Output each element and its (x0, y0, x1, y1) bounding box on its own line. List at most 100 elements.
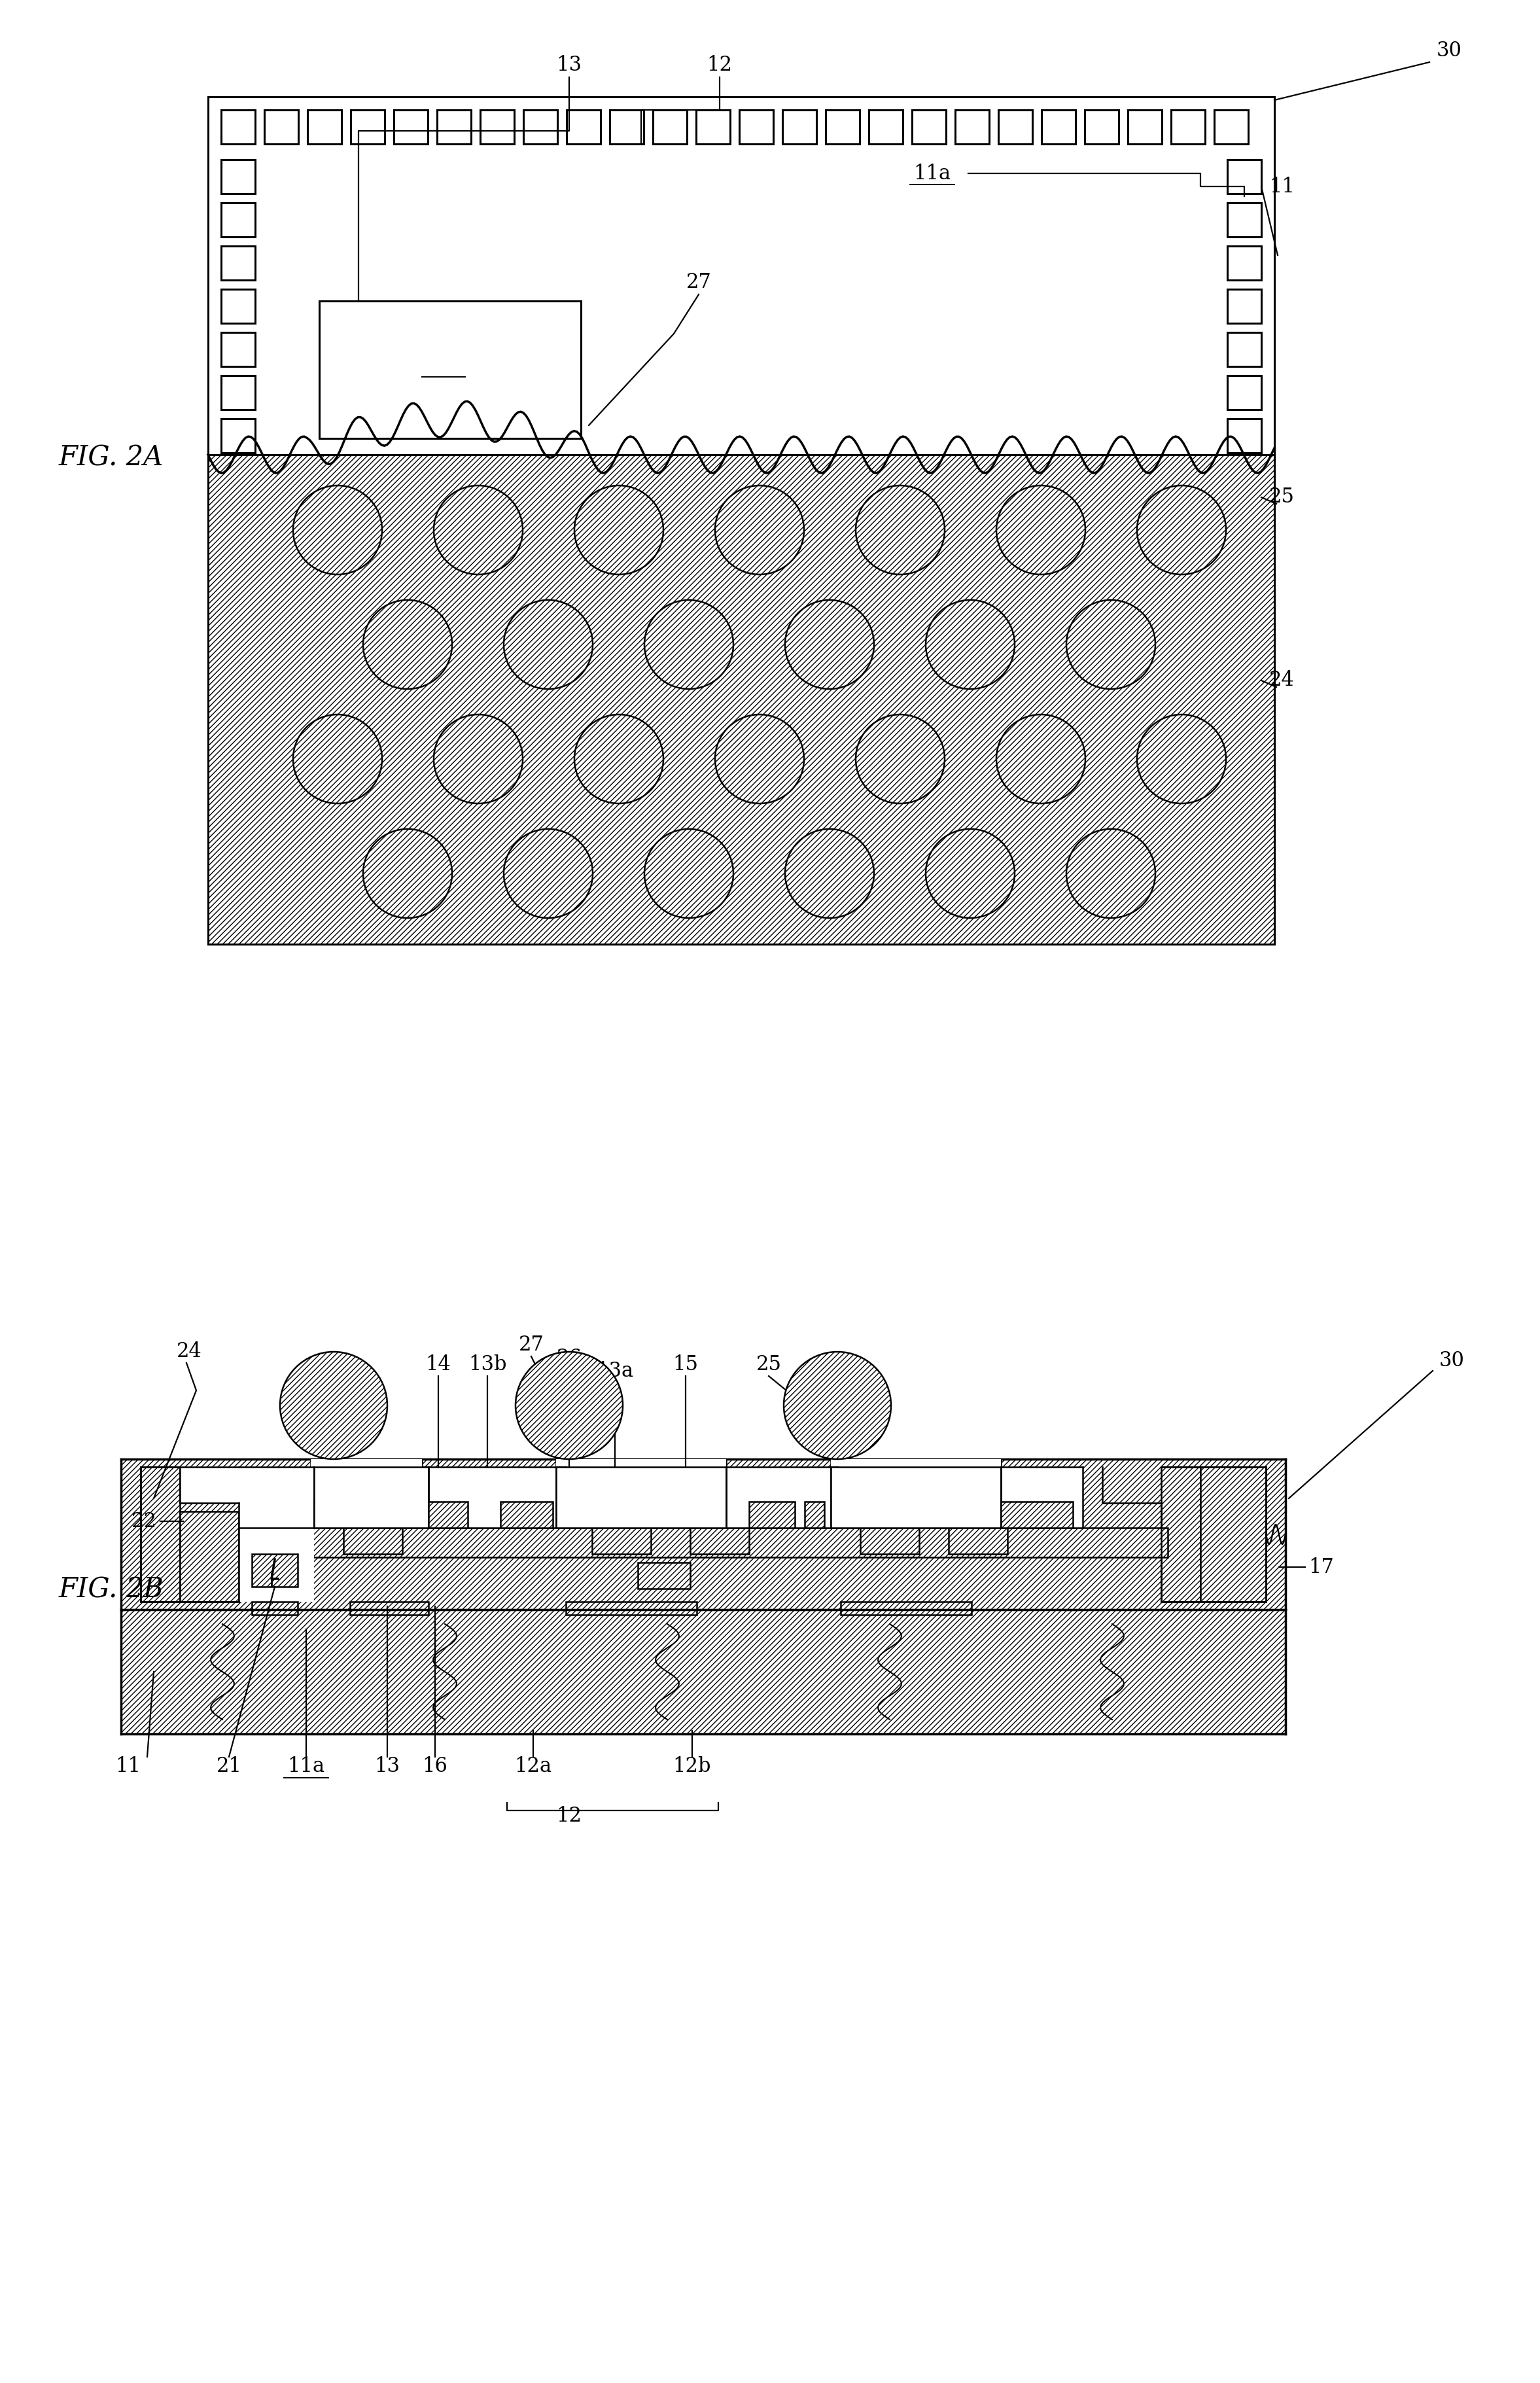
Bar (696, 110, 730, 143)
Bar (832, 1458, 1001, 1499)
Text: 25: 25 (1269, 486, 1295, 508)
Bar (122, 1458, 1286, 1609)
Circle shape (785, 829, 875, 917)
Bar (567, 110, 601, 143)
Bar (314, 1468, 428, 1528)
Circle shape (926, 829, 1015, 917)
Bar (1161, 1468, 1201, 1601)
Bar (690, 1528, 748, 1554)
Bar (253, 1554, 297, 1587)
Text: 27: 27 (519, 1334, 544, 1356)
Bar (222, 377, 256, 410)
Text: 13b: 13b (425, 357, 462, 377)
Bar (949, 1528, 1007, 1554)
Bar (1227, 331, 1261, 367)
Circle shape (363, 829, 453, 917)
Bar (314, 1468, 428, 1528)
Bar (343, 1528, 402, 1554)
Bar (805, 1501, 824, 1528)
Bar (319, 300, 581, 438)
Bar (222, 110, 256, 143)
Circle shape (785, 601, 875, 689)
Bar (239, 1468, 314, 1601)
Circle shape (1137, 486, 1226, 574)
Circle shape (1066, 829, 1155, 917)
Bar (122, 1609, 1286, 1735)
Bar (351, 110, 385, 143)
Bar (180, 1468, 239, 1504)
Bar (1161, 1468, 1201, 1601)
Circle shape (504, 601, 593, 689)
Bar (308, 110, 342, 143)
Circle shape (504, 829, 593, 917)
Text: 11a: 11a (288, 1756, 325, 1778)
Text: 12: 12 (707, 55, 733, 76)
Bar (208, 455, 1275, 944)
Bar (841, 1601, 972, 1616)
Bar (556, 1458, 727, 1499)
Text: FIG. 2B: FIG. 2B (59, 1575, 165, 1604)
Text: 30: 30 (1440, 1351, 1465, 1370)
Text: 12a: 12a (514, 1756, 551, 1778)
Circle shape (293, 715, 382, 803)
Text: 25: 25 (756, 1354, 781, 1375)
Bar (653, 110, 687, 143)
Circle shape (996, 486, 1086, 574)
Text: 13a: 13a (596, 1361, 633, 1380)
Text: 15: 15 (673, 1354, 698, 1375)
Bar (222, 331, 256, 367)
Bar (1001, 1468, 1083, 1528)
Text: 11a: 11a (913, 164, 950, 183)
Bar (480, 110, 514, 143)
Bar (350, 1601, 428, 1616)
Bar (239, 1528, 1167, 1556)
Circle shape (280, 1351, 387, 1458)
Bar (394, 110, 428, 143)
Text: 12: 12 (556, 1806, 582, 1825)
Text: 23: 23 (320, 1354, 347, 1375)
Bar (311, 1458, 422, 1499)
Bar (832, 1468, 1001, 1528)
Bar (998, 110, 1032, 143)
Bar (1041, 110, 1075, 143)
Circle shape (644, 829, 733, 917)
Bar (140, 1468, 180, 1601)
Text: 11: 11 (115, 1756, 140, 1778)
Bar (222, 288, 256, 324)
Bar (782, 110, 816, 143)
Circle shape (574, 486, 664, 574)
Bar (222, 419, 256, 453)
Bar (1227, 245, 1261, 281)
Bar (208, 98, 1275, 944)
Bar (222, 160, 256, 193)
Bar (610, 110, 644, 143)
Circle shape (856, 715, 944, 803)
Text: FIG. 2A: FIG. 2A (59, 443, 163, 472)
Circle shape (644, 601, 733, 689)
Text: 13b: 13b (468, 1354, 507, 1375)
Circle shape (996, 715, 1086, 803)
Bar (556, 1468, 727, 1528)
Bar (1084, 110, 1118, 143)
Bar (437, 110, 471, 143)
Bar (253, 1601, 297, 1616)
Bar (1201, 1468, 1266, 1601)
Bar (314, 1468, 428, 1528)
Circle shape (926, 601, 1015, 689)
Bar (1227, 419, 1261, 453)
Bar (1227, 377, 1261, 410)
Text: 14: 14 (425, 1354, 451, 1375)
Circle shape (293, 486, 382, 574)
Circle shape (856, 486, 944, 574)
Bar (222, 203, 256, 236)
Text: 24: 24 (1269, 670, 1295, 691)
Bar (556, 1468, 727, 1528)
Bar (524, 110, 557, 143)
Circle shape (363, 601, 453, 689)
Circle shape (784, 1351, 892, 1458)
Bar (955, 110, 989, 143)
Bar (861, 1528, 919, 1554)
Bar (832, 1458, 1001, 1499)
Bar (1214, 110, 1249, 143)
Circle shape (574, 715, 664, 803)
